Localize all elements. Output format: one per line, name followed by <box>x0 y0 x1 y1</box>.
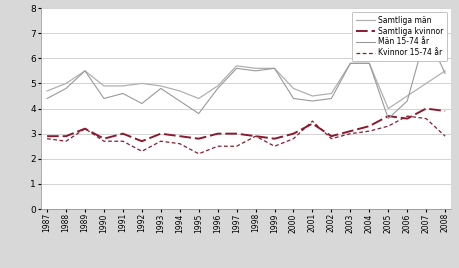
Samtliga kvinnor <box>214 132 220 135</box>
Samtliga kvinnor <box>44 135 50 138</box>
Samtliga män <box>63 82 69 85</box>
Kvinnor 15-74 år <box>442 135 447 138</box>
Legend: Samtliga män, Samtliga kvinnor, Män 15-74 år, Kvinnor 15-74 år: Samtliga män, Samtliga kvinnor, Män 15-7… <box>351 12 446 61</box>
Samtliga män <box>101 84 106 88</box>
Samtliga män <box>44 89 50 92</box>
Samtliga män <box>422 82 428 85</box>
Män 15-74 år <box>158 87 163 90</box>
Line: Samtliga män: Samtliga män <box>47 63 444 109</box>
Samtliga kvinnor <box>442 109 447 113</box>
Kvinnor 15-74 år <box>309 120 314 123</box>
Samtliga män <box>442 69 447 72</box>
Kvinnor 15-74 år <box>422 117 428 120</box>
Line: Män 15-74 år: Män 15-74 år <box>47 33 444 118</box>
Samtliga män <box>347 62 353 65</box>
Kvinnor 15-74 år <box>120 140 125 143</box>
Samtliga män <box>290 87 296 90</box>
Kvinnor 15-74 år <box>44 137 50 140</box>
Män 15-74 år <box>366 62 371 65</box>
Kvinnor 15-74 år <box>271 145 277 148</box>
Män 15-74 år <box>177 99 182 103</box>
Samtliga män <box>139 82 144 85</box>
Samtliga män <box>120 84 125 88</box>
Samtliga män <box>328 92 333 95</box>
Män 15-74 år <box>120 92 125 95</box>
Kvinnor 15-74 år <box>101 140 106 143</box>
Män 15-74 år <box>309 99 314 103</box>
Samtliga kvinnor <box>101 137 106 140</box>
Män 15-74 år <box>139 102 144 105</box>
Kvinnor 15-74 år <box>252 135 258 138</box>
Män 15-74 år <box>196 112 201 115</box>
Kvinnor 15-74 år <box>158 140 163 143</box>
Män 15-74 år <box>233 67 239 70</box>
Samtliga män <box>196 97 201 100</box>
Kvinnor 15-74 år <box>290 137 296 140</box>
Män 15-74 år <box>422 32 428 35</box>
Samtliga kvinnor <box>158 132 163 135</box>
Män 15-74 år <box>82 69 88 72</box>
Samtliga män <box>309 94 314 98</box>
Kvinnor 15-74 år <box>328 137 333 140</box>
Kvinnor 15-74 år <box>233 145 239 148</box>
Samtliga kvinnor <box>177 135 182 138</box>
Samtliga män <box>233 64 239 68</box>
Samtliga kvinnor <box>233 132 239 135</box>
Män 15-74 år <box>252 69 258 72</box>
Samtliga kvinnor <box>271 137 277 140</box>
Line: Kvinnor 15-74 år: Kvinnor 15-74 år <box>47 116 444 154</box>
Män 15-74 år <box>290 97 296 100</box>
Samtliga män <box>177 89 182 92</box>
Kvinnor 15-74 år <box>347 132 353 135</box>
Samtliga kvinnor <box>82 127 88 130</box>
Samtliga män <box>158 84 163 88</box>
Män 15-74 år <box>44 97 50 100</box>
Samtliga män <box>252 67 258 70</box>
Kvinnor 15-74 år <box>63 140 69 143</box>
Samtliga män <box>403 94 409 98</box>
Samtliga män <box>366 62 371 65</box>
Samtliga kvinnor <box>422 107 428 110</box>
Samtliga kvinnor <box>290 132 296 135</box>
Samtliga kvinnor <box>403 117 409 120</box>
Män 15-74 år <box>271 67 277 70</box>
Män 15-74 år <box>385 117 390 120</box>
Line: Samtliga kvinnor: Samtliga kvinnor <box>47 109 444 141</box>
Samtliga män <box>214 84 220 88</box>
Samtliga män <box>385 107 390 110</box>
Män 15-74 år <box>101 97 106 100</box>
Samtliga kvinnor <box>309 122 314 125</box>
Män 15-74 år <box>403 99 409 103</box>
Kvinnor 15-74 år <box>366 129 371 133</box>
Kvinnor 15-74 år <box>214 145 220 148</box>
Samtliga kvinnor <box>385 114 390 118</box>
Samtliga män <box>82 69 88 72</box>
Samtliga kvinnor <box>196 137 201 140</box>
Kvinnor 15-74 år <box>196 152 201 155</box>
Män 15-74 år <box>328 97 333 100</box>
Samtliga kvinnor <box>252 135 258 138</box>
Män 15-74 år <box>63 87 69 90</box>
Kvinnor 15-74 år <box>177 142 182 145</box>
Kvinnor 15-74 år <box>403 114 409 118</box>
Samtliga män <box>271 67 277 70</box>
Män 15-74 år <box>442 72 447 75</box>
Män 15-74 år <box>347 62 353 65</box>
Samtliga kvinnor <box>328 135 333 138</box>
Samtliga kvinnor <box>120 132 125 135</box>
Samtliga kvinnor <box>347 129 353 133</box>
Samtliga kvinnor <box>366 125 371 128</box>
Kvinnor 15-74 år <box>82 127 88 130</box>
Kvinnor 15-74 år <box>385 125 390 128</box>
Kvinnor 15-74 år <box>139 150 144 153</box>
Samtliga kvinnor <box>63 135 69 138</box>
Män 15-74 år <box>214 87 220 90</box>
Samtliga kvinnor <box>139 140 144 143</box>
